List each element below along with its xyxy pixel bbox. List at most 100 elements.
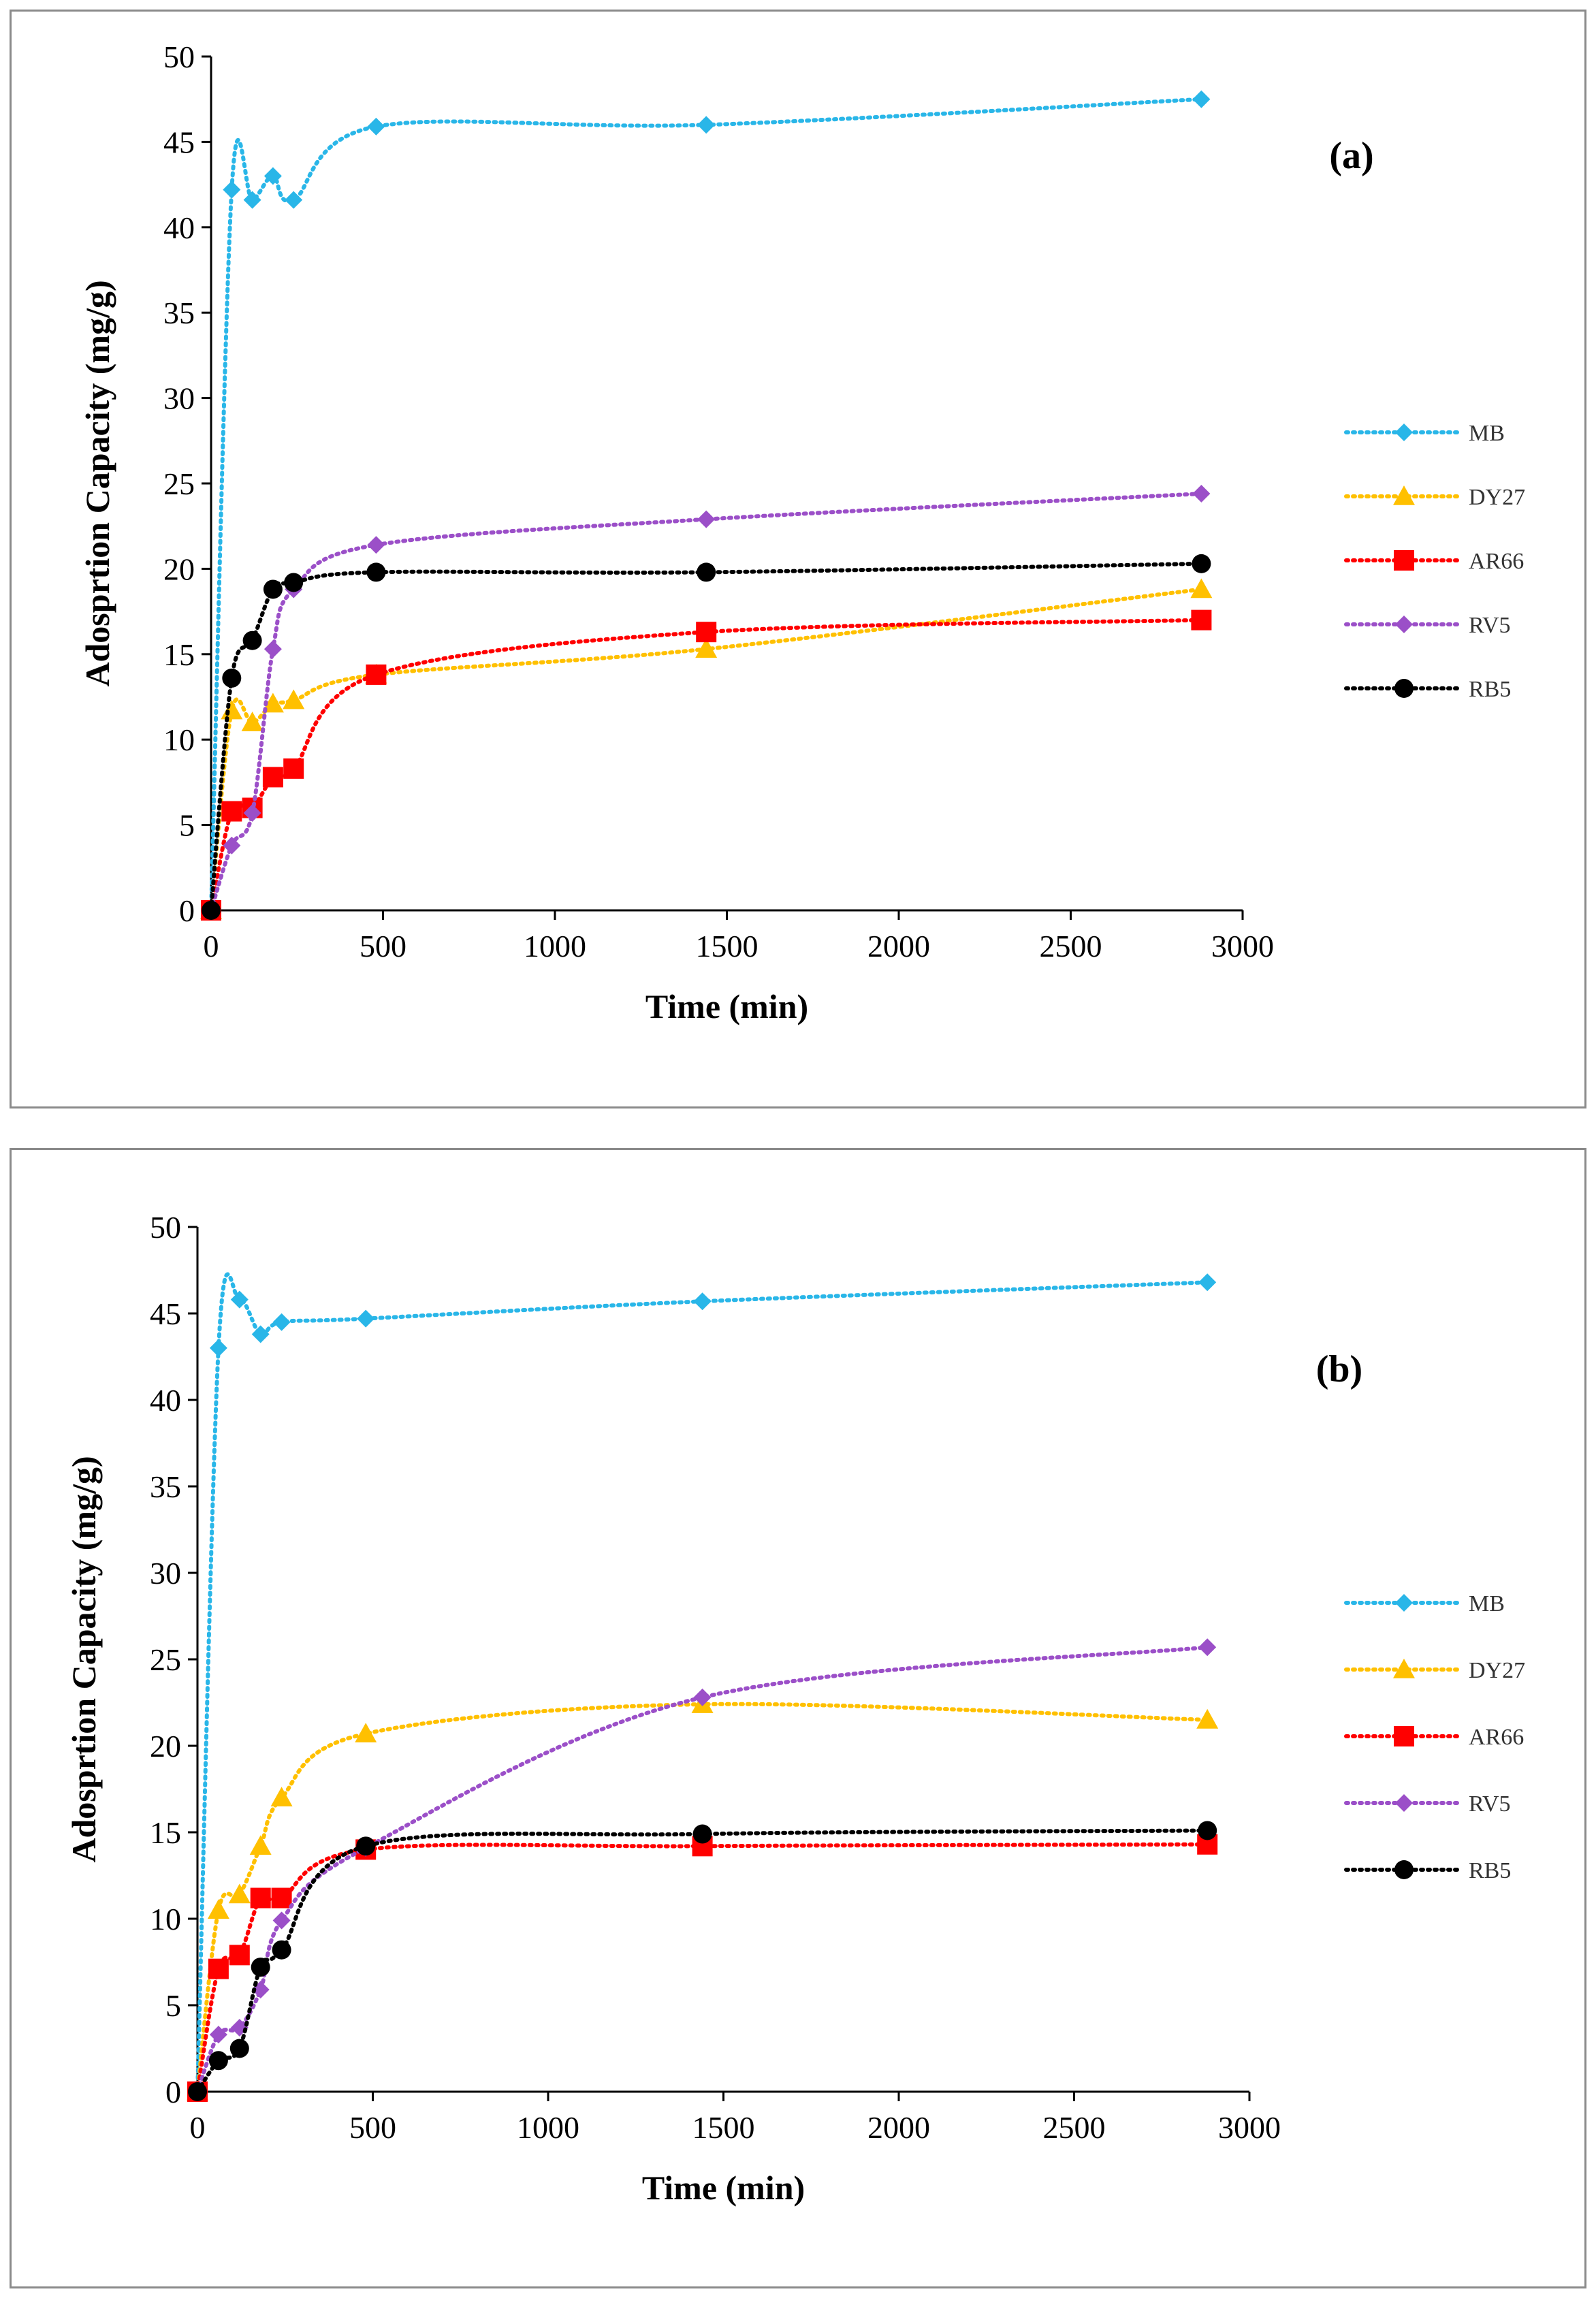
y-tick-label: 15 [163,637,195,672]
legend-label: AR66 [1469,1725,1524,1750]
data-point-dy27 [270,1787,293,1806]
series-rb5 [202,554,1211,920]
y-tick-label: 45 [163,125,195,159]
data-point-ar66 [271,1887,292,1909]
legend-marker [1395,1794,1413,1812]
y-tick-label: 25 [150,1642,181,1677]
data-point-rb5 [222,668,242,688]
x-axis-title: Time (min) [642,2169,805,2207]
data-point-mb [272,1313,291,1331]
data-point-rb5 [242,631,262,650]
series-rv5 [202,485,1211,919]
data-point-mb [223,180,241,199]
y-tick-label: 5 [165,1988,181,2023]
panel-label: (a) [1329,135,1373,177]
data-point-rv5 [367,536,385,554]
data-point-dy27 [261,692,284,713]
legend-item-ar66: AR66 [1344,549,1524,574]
series-ar66 [187,1834,1218,2102]
chart-panel-a: 0 5 10 15 20 25 30 35 40 45 50 0 500 1000 1500 2000 2500… [10,10,1586,1108]
chart-panel-b: 0 5 10 15 20 25 30 35 40 45 50 0 500 1000 1500 2000 2500… [10,1148,1586,2288]
x-tick-label: 2500 [1040,929,1102,963]
x-tick-label: 3000 [1218,2110,1281,2145]
x-tick-label: 2000 [867,929,930,963]
legend-item-rv5: RV5 [1344,1791,1511,1817]
series-line-rb5 [195,1828,1210,2094]
data-point-rb5 [202,901,221,920]
x-tick-label: 1500 [692,2110,755,2145]
series-line-ar66 [209,618,1204,912]
panel-label: (b) [1316,1348,1362,1390]
legend-item-rv5: RV5 [1344,613,1511,638]
data-point-rv5 [272,1911,291,1930]
data-point-rv5 [1198,1638,1217,1657]
data-point-ar66 [229,1945,250,1966]
data-point-dy27 [241,712,264,731]
data-point-rb5 [229,2039,249,2058]
legend-marker [1394,1860,1414,1879]
data-point-rb5 [284,573,304,592]
data-point-mb [693,1292,712,1311]
y-axis-title: Adosprtion Capacity (mg/g) [65,1456,103,1862]
data-point-rv5 [264,640,282,658]
data-point-ar66 [208,1958,229,1979]
y-tick-label: 50 [163,39,195,74]
data-point-mb [264,167,282,185]
legend-marker [1394,679,1414,698]
data-point-rv5 [243,804,261,823]
legend-item-rb5: RB5 [1344,677,1511,702]
y-tick-label: 10 [150,1902,181,1936]
y-tick-label: 45 [150,1296,181,1331]
data-point-ar66 [262,767,283,788]
data-point-rb5 [272,1940,291,1960]
data-point-ar66 [696,622,717,643]
x-tick-label: 1000 [517,2110,579,2145]
series-line-rv5 [209,492,1204,912]
y-tick-label: 0 [179,893,195,928]
legend-label: MB [1469,1591,1505,1616]
legend-marker [1393,1659,1415,1678]
y-tick-label: 50 [150,1210,181,1245]
data-point-rv5 [1192,485,1211,503]
y-tick-label: 25 [163,466,195,501]
legend-item-ar66: AR66 [1344,1725,1524,1750]
data-point-dy27 [228,1883,251,1904]
data-point-mb [243,191,261,209]
legend-marker [1395,424,1413,441]
legend-item-mb: MB [1344,1591,1505,1616]
data-point-rb5 [1198,1821,1217,1840]
series-mb [202,90,1211,919]
data-point-ar66 [221,801,242,822]
legend-label: RV5 [1469,1791,1511,1817]
data-point-rv5 [697,510,716,528]
y-tick-label: 20 [163,552,195,586]
data-point-mb [357,1309,375,1328]
y-tick-label: 35 [163,296,195,330]
data-point-dy27 [249,1835,272,1855]
x-tick-label: 1500 [696,929,759,963]
data-point-mb [209,1339,227,1357]
legend-item-rb5: RB5 [1344,1858,1511,1883]
series-line-ar66 [195,1842,1210,2094]
x-tick-label: 500 [360,929,406,963]
x-tick-label: 0 [190,2110,206,2145]
x-tick-label: 500 [349,2110,396,2145]
y-axis-title: Adosprtion Capacity (mg/g) [78,280,116,686]
data-point-rb5 [692,1824,712,1844]
data-point-ar66 [250,1887,271,1909]
data-point-mb [285,191,303,209]
x-tick-label: 0 [204,929,219,963]
x-tick-label: 2500 [1043,2110,1106,2145]
legend-marker [1395,1594,1413,1612]
data-point-rb5 [208,2051,228,2071]
series-mb [189,1272,1217,2101]
data-point-rb5 [356,1836,376,1856]
y-tick-label: 40 [163,210,195,245]
data-point-rb5 [697,562,716,582]
data-point-rv5 [693,1688,712,1706]
y-tick-label: 20 [150,1729,181,1764]
y-tick-label: 30 [150,1556,181,1591]
data-point-rv5 [209,2026,227,2044]
data-point-dy27 [1196,1708,1219,1729]
legend-marker [1394,550,1414,571]
